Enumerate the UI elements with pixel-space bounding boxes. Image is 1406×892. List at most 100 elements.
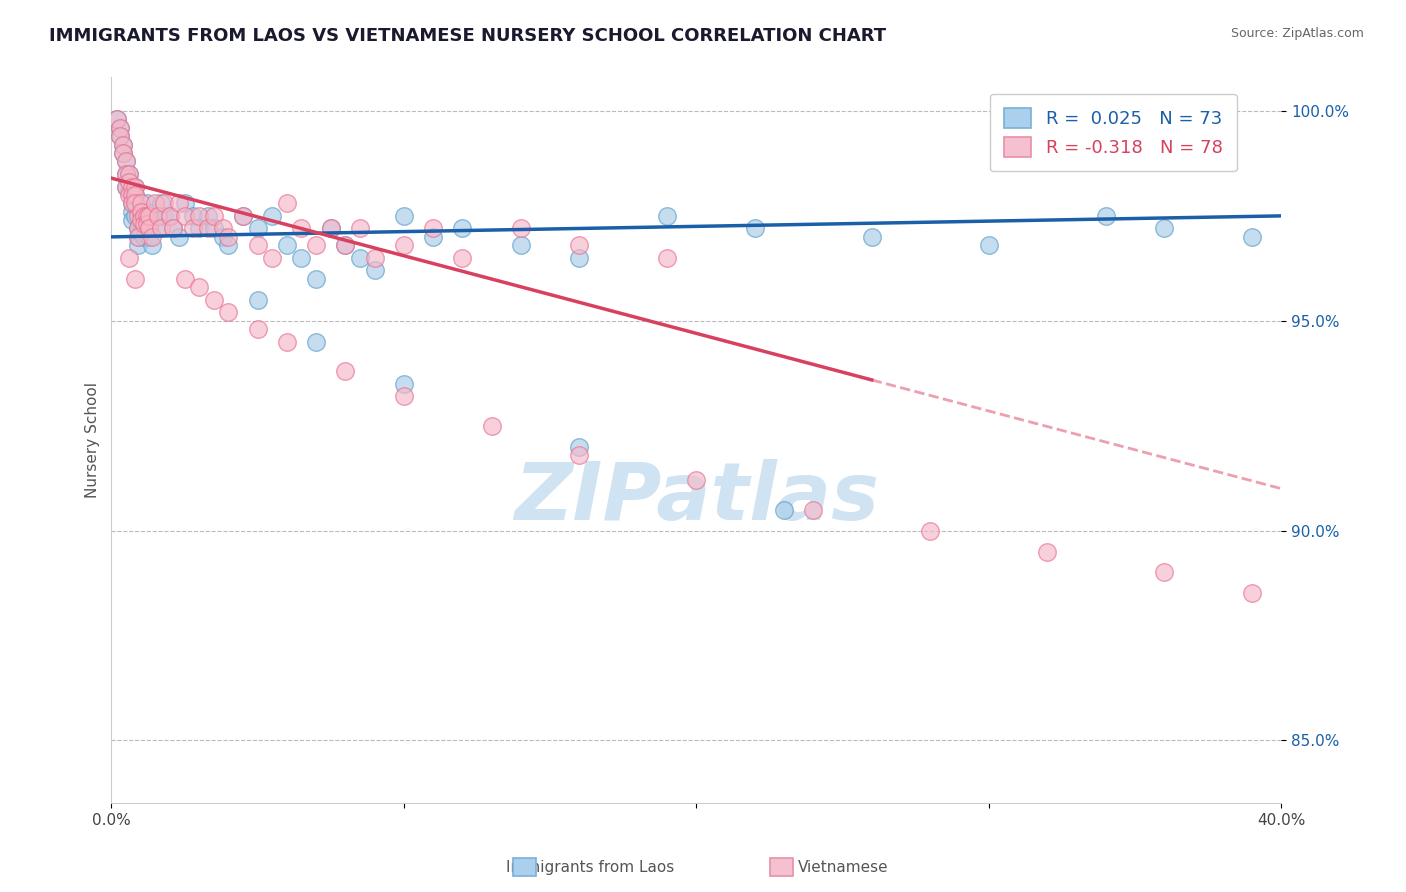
Point bbox=[860, 230, 883, 244]
Point bbox=[451, 221, 474, 235]
Point bbox=[124, 188, 146, 202]
Point bbox=[568, 238, 591, 252]
Point bbox=[132, 217, 155, 231]
Point bbox=[121, 188, 143, 202]
Point bbox=[202, 293, 225, 307]
Point bbox=[685, 473, 707, 487]
Point bbox=[135, 204, 157, 219]
Point bbox=[1153, 566, 1175, 580]
Point bbox=[124, 209, 146, 223]
Point bbox=[773, 502, 796, 516]
Point bbox=[118, 251, 141, 265]
Point bbox=[118, 175, 141, 189]
Text: Vietnamese: Vietnamese bbox=[799, 861, 889, 875]
Point bbox=[305, 334, 328, 349]
Point bbox=[132, 221, 155, 235]
Point bbox=[335, 364, 357, 378]
Point bbox=[115, 179, 138, 194]
Point bbox=[129, 204, 152, 219]
Point bbox=[246, 238, 269, 252]
Point bbox=[129, 217, 152, 231]
Point bbox=[211, 230, 233, 244]
Point bbox=[392, 209, 415, 223]
Point bbox=[202, 221, 225, 235]
Point bbox=[127, 221, 149, 235]
Point bbox=[335, 238, 357, 252]
Point bbox=[121, 196, 143, 211]
Point bbox=[655, 209, 678, 223]
Point bbox=[173, 272, 195, 286]
Point bbox=[129, 209, 152, 223]
Point bbox=[112, 137, 135, 152]
Point bbox=[232, 209, 254, 223]
Point bbox=[148, 221, 170, 235]
Point bbox=[141, 238, 163, 252]
Point bbox=[162, 221, 184, 235]
Point bbox=[977, 238, 1000, 252]
Point bbox=[481, 418, 503, 433]
Point bbox=[138, 230, 160, 244]
Point bbox=[112, 137, 135, 152]
Point bbox=[290, 251, 312, 265]
Point bbox=[121, 196, 143, 211]
Text: Immigrants from Laos: Immigrants from Laos bbox=[506, 861, 675, 875]
Point bbox=[159, 209, 181, 223]
Point bbox=[211, 221, 233, 235]
Point bbox=[115, 154, 138, 169]
Y-axis label: Nursery School: Nursery School bbox=[86, 383, 100, 499]
Point bbox=[509, 221, 531, 235]
Point bbox=[127, 230, 149, 244]
Point bbox=[422, 221, 444, 235]
Point bbox=[124, 196, 146, 211]
Point bbox=[124, 196, 146, 211]
Point bbox=[141, 230, 163, 244]
Point bbox=[127, 221, 149, 235]
Point bbox=[349, 221, 371, 235]
Legend: R =  0.025   N = 73, R = -0.318   N = 78: R = 0.025 N = 73, R = -0.318 N = 78 bbox=[990, 94, 1237, 171]
Point bbox=[135, 209, 157, 223]
Point bbox=[246, 293, 269, 307]
Point bbox=[568, 448, 591, 462]
Point bbox=[801, 502, 824, 516]
Point bbox=[197, 221, 219, 235]
Point bbox=[129, 226, 152, 240]
Point bbox=[568, 440, 591, 454]
Point bbox=[197, 209, 219, 223]
Point bbox=[232, 209, 254, 223]
Point bbox=[118, 175, 141, 189]
Point bbox=[115, 179, 138, 194]
Point bbox=[217, 230, 239, 244]
Point bbox=[129, 213, 152, 227]
Point bbox=[262, 209, 284, 223]
Point bbox=[305, 238, 328, 252]
Point bbox=[392, 238, 415, 252]
Text: Source: ZipAtlas.com: Source: ZipAtlas.com bbox=[1230, 27, 1364, 40]
Point bbox=[132, 209, 155, 223]
Point bbox=[392, 376, 415, 391]
Point bbox=[115, 167, 138, 181]
Point bbox=[138, 221, 160, 235]
Point bbox=[920, 524, 942, 538]
Point bbox=[173, 196, 195, 211]
Point bbox=[150, 221, 173, 235]
Point bbox=[568, 251, 591, 265]
Point bbox=[451, 251, 474, 265]
Point bbox=[115, 154, 138, 169]
Point bbox=[118, 167, 141, 181]
Point bbox=[108, 129, 131, 144]
Point bbox=[132, 230, 155, 244]
Point bbox=[319, 221, 342, 235]
Point bbox=[1153, 221, 1175, 235]
Point bbox=[135, 217, 157, 231]
Point bbox=[1036, 544, 1059, 558]
Point bbox=[181, 209, 204, 223]
Point bbox=[143, 209, 166, 223]
Point bbox=[153, 196, 176, 211]
Point bbox=[127, 209, 149, 223]
Point bbox=[138, 209, 160, 223]
Point bbox=[188, 209, 211, 223]
Point bbox=[143, 196, 166, 211]
Point bbox=[105, 112, 128, 127]
Point bbox=[138, 221, 160, 235]
Point bbox=[290, 221, 312, 235]
